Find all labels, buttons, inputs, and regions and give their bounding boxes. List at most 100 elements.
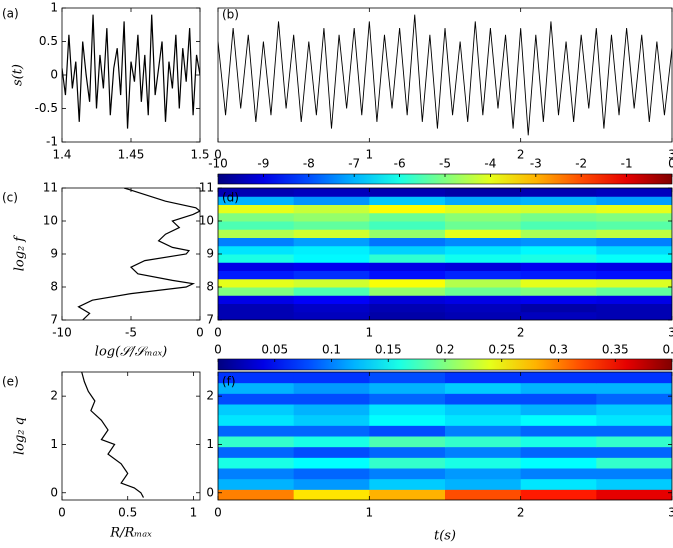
x-tick-label: 1 — [190, 506, 198, 520]
heatmap-cell — [596, 404, 672, 416]
heatmap-cell — [445, 237, 522, 247]
x-tick-label: 0.5 — [118, 506, 137, 520]
colorbar-tick-label: -9 — [257, 157, 269, 171]
heatmap-cell — [369, 188, 446, 197]
x-tick-label: 1 — [366, 326, 374, 340]
heatmap-cell — [293, 204, 370, 214]
y-tick-label: -1 — [46, 135, 58, 149]
heatmap-cell — [369, 468, 446, 480]
y-tick-label: 0 — [50, 68, 58, 82]
heatmap-cell — [293, 245, 370, 255]
heatmap-cell — [218, 237, 295, 247]
heatmap-cell — [520, 287, 597, 296]
colorbar-tick-label: 0.35 — [602, 343, 629, 357]
heatmap-cell — [369, 270, 446, 280]
heatmap-cell — [293, 278, 370, 288]
line — [218, 14, 672, 136]
heatmap-cell — [218, 489, 295, 500]
heatmap-cell — [520, 311, 597, 320]
y-tick-label: 9 — [206, 247, 214, 261]
heatmap-cell — [445, 404, 522, 416]
heatmap-cell — [520, 229, 597, 238]
x-tick-label: 2 — [517, 326, 525, 340]
heatmap-cell — [293, 393, 370, 405]
heatmap-cell — [369, 262, 446, 271]
heatmap-cell — [520, 262, 597, 271]
x-tick-label: 2 — [517, 148, 525, 162]
heatmap-cell — [218, 457, 295, 469]
heatmap-cell — [369, 212, 446, 222]
x-tick-label: 1.4 — [52, 148, 71, 162]
heatmap-cell — [596, 221, 672, 230]
axes-frame — [61, 371, 201, 501]
x-axis-label: log(𝒮/𝒮ₘₐₓ) — [95, 345, 167, 360]
heatmap-cell — [596, 295, 672, 304]
heatmap-cell — [293, 262, 370, 271]
heatmap-cell — [445, 278, 522, 288]
heatmap-cell — [218, 204, 295, 214]
heatmap-cell — [520, 303, 597, 313]
heatmap-cell — [596, 311, 672, 320]
heatmap-cell — [369, 436, 446, 448]
heatmap-cell — [293, 372, 370, 384]
heatmap-cell — [293, 489, 370, 500]
y-tick-label: 2 — [206, 389, 214, 403]
y-axis-label: log₂ f — [13, 235, 28, 272]
line — [62, 14, 200, 129]
heatmap-cell — [596, 478, 672, 490]
heatmap-cell — [218, 212, 295, 222]
heatmap-cell — [369, 237, 446, 247]
x-tick-label: 3 — [668, 326, 673, 340]
heatmap-cell — [293, 295, 370, 304]
heatmap-cell — [596, 270, 672, 280]
panel-label: (b) — [222, 8, 239, 22]
x-tick-label: 0 — [214, 326, 222, 340]
line — [77, 188, 200, 320]
heatmap-cell — [218, 221, 295, 230]
heatmap-cell — [596, 254, 672, 263]
heatmap-cell — [445, 468, 522, 480]
heatmap-cell — [293, 414, 370, 426]
colorbar-tick-label: 0.2 — [435, 343, 454, 357]
x-tick-label: 1.5 — [190, 148, 209, 162]
heatmap-cell — [596, 212, 672, 222]
y-tick-label: 0 — [50, 485, 58, 499]
heatmap-cell — [520, 295, 597, 304]
heatmap-cell — [596, 188, 672, 197]
heatmap-cell — [520, 382, 597, 394]
heatmap-cell — [369, 414, 446, 426]
heatmap-cell — [445, 414, 522, 426]
x-tick-label: -10 — [52, 326, 72, 340]
y-tick-label: 7 — [206, 313, 214, 327]
heatmap-cell — [445, 204, 522, 214]
panel-label: (a) — [2, 7, 19, 21]
heatmap-cell — [369, 303, 446, 313]
colorbar-tick-label: -10 — [208, 157, 228, 171]
heatmap-cell — [293, 254, 370, 263]
heatmap-cell — [596, 229, 672, 238]
colorbar-tick-label: -1 — [621, 157, 633, 171]
y-axis-label: s(t) — [11, 64, 26, 86]
panel: 0 0.05 0.1 0.15 0.2 0.25 0.3 0.35 0.4 0 1 2 3 0 1 2 (f) t… — [206, 343, 673, 544]
heatmap-cell — [520, 212, 597, 222]
heatmap-cell — [369, 382, 446, 394]
colorbar-tick-label: -2 — [575, 157, 587, 171]
colorbar-tick-label: -6 — [394, 157, 406, 171]
heatmap-cell — [520, 489, 597, 500]
x-tick-label: 3 — [668, 148, 673, 162]
heatmap-cell — [596, 382, 672, 394]
panel: -10 -5 0 7 8 9 10 11 (c) log(𝒮/𝒮ₘₐₓ) log₂ f — [2, 181, 204, 360]
heatmap-cell — [596, 393, 672, 405]
heatmap-cell — [520, 221, 597, 230]
y-tick-label: 7 — [50, 313, 58, 327]
heatmap-cell — [520, 414, 597, 426]
heatmap-cell — [369, 278, 446, 288]
heatmap-cell — [218, 295, 295, 304]
heatmap-cell — [596, 237, 672, 247]
heatmap-cell — [218, 287, 295, 296]
heatmap-cell — [369, 295, 446, 304]
colorbar-tick-label: 0.4 — [662, 343, 673, 357]
heatmap-cell — [218, 303, 295, 313]
heatmap-cell — [293, 303, 370, 313]
